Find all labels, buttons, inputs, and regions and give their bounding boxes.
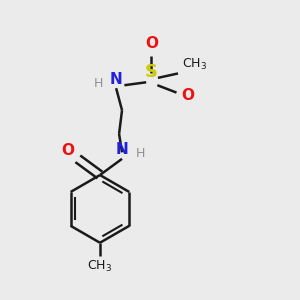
Text: O: O (181, 88, 194, 103)
Text: O: O (61, 143, 74, 158)
Text: O: O (145, 36, 158, 51)
Text: S: S (145, 63, 158, 81)
Text: CH$_3$: CH$_3$ (87, 259, 112, 274)
Text: N: N (116, 142, 128, 158)
Text: H: H (94, 76, 103, 90)
Text: H: H (135, 147, 145, 160)
Text: N: N (110, 72, 122, 87)
Text: CH$_3$: CH$_3$ (182, 57, 208, 72)
